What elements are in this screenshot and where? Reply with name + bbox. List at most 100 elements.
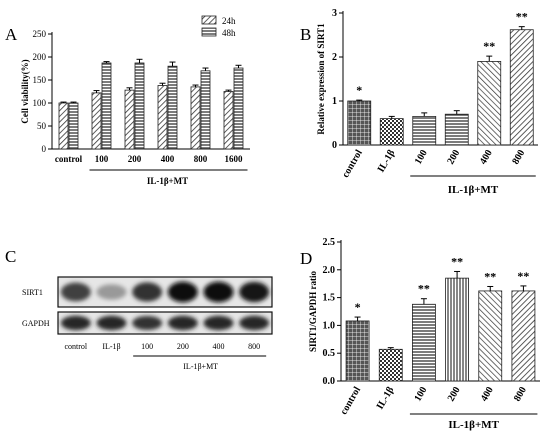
x-tick-label: IL-1β — [375, 385, 397, 411]
bar-100 — [412, 116, 437, 146]
significance-mark: ** — [483, 39, 495, 53]
blot-band-SIRT1 — [96, 284, 127, 300]
bar-24h-800 — [190, 86, 201, 150]
y-tick-label: 0.5 — [323, 348, 336, 359]
y-tick-label: 0.0 — [323, 376, 336, 387]
bar-48h-100 — [101, 62, 112, 150]
bar-200 — [445, 277, 469, 382]
bar-24h-control — [58, 102, 69, 150]
y-tick-label: 2.0 — [323, 265, 336, 276]
blot-band-SIRT1 — [203, 281, 234, 303]
x-tick-label: 100 — [412, 385, 429, 403]
blot-band-GAPDH — [96, 315, 127, 331]
blot-row-label: GAPDH — [22, 319, 50, 328]
bar-24h-200 — [124, 89, 135, 150]
bar-48h-1600 — [233, 67, 244, 150]
bar-800 — [511, 290, 536, 382]
panel-letter-a: A — [5, 25, 18, 44]
x-tick-label: 400 — [478, 148, 495, 166]
bar-IL-1β — [379, 118, 404, 146]
group-label: IL-1β+MT — [448, 184, 499, 196]
legend-swatch-48h — [201, 27, 217, 37]
blot-strip-SIRT1 — [57, 276, 273, 308]
blot-lane-label: 100 — [141, 342, 153, 351]
group-label: IL-1β+MT — [183, 362, 218, 371]
x-tick-label: 200 — [128, 154, 142, 164]
bar-200 — [444, 113, 469, 146]
x-tick-label: 800 — [194, 154, 208, 164]
blot-band-SIRT1 — [132, 282, 163, 302]
x-tick-label: 400 — [161, 154, 175, 164]
y-axis-label: SIRT1/GAPDH ratio — [308, 271, 318, 352]
y-tick-label: 100 — [33, 98, 47, 108]
y-tick-label: 0 — [332, 140, 337, 151]
blot-band-GAPDH — [132, 315, 163, 331]
significance-mark: ** — [451, 254, 463, 268]
significance-mark: * — [356, 83, 362, 97]
x-tick-label: 200 — [445, 148, 462, 166]
blot-lane-label: control — [64, 342, 87, 351]
bar-control — [345, 320, 370, 382]
panel-c: C SIRT1 GAPDH control IL-1β 100 200 400 800 IL-1β… — [5, 247, 273, 371]
significance-mark: ** — [484, 269, 496, 283]
bar-48h-400 — [167, 65, 178, 150]
bar-800 — [509, 29, 534, 146]
legend-label-48h: 48h — [222, 28, 236, 38]
bar-48h-800 — [200, 70, 211, 150]
x-tick-label: 400 — [479, 385, 496, 403]
y-tick-label: 50 — [37, 121, 47, 131]
bar-24h-100 — [91, 92, 102, 150]
panel-letter-c: C — [5, 247, 16, 266]
y-tick-label: 2.5 — [323, 237, 336, 248]
bar-control — [347, 100, 372, 146]
x-tick-label: 100 — [413, 148, 430, 166]
panel-letter-d: D — [300, 249, 312, 268]
significance-mark: ** — [517, 269, 529, 283]
blot-row-label: SIRT1 — [22, 288, 43, 297]
y-tick-label: 3 — [332, 8, 337, 19]
y-tick-label: 2 — [332, 52, 337, 63]
y-tick-label: 250 — [33, 29, 47, 39]
blot-band-SIRT1 — [60, 282, 91, 302]
significance-mark: ** — [418, 282, 430, 296]
legend-swatch-24h — [201, 15, 217, 25]
x-tick-label: 800 — [512, 385, 529, 403]
x-tick-label: IL-1β — [376, 148, 398, 174]
y-tick-label: 0 — [42, 144, 47, 154]
x-tick-label: control — [340, 148, 365, 180]
significance-mark: * — [355, 300, 361, 314]
blot-band-SIRT1 — [239, 281, 270, 303]
group-label: IL-1β+MT — [448, 419, 499, 431]
bar-24h-1600 — [223, 91, 234, 150]
y-tick-label: 1 — [332, 96, 337, 107]
bar-24h-400 — [157, 85, 168, 150]
y-axis-label: Relative expression of SIRT1 — [316, 23, 326, 135]
blot-band-GAPDH — [239, 315, 270, 331]
panel-letter-b: B — [300, 25, 311, 44]
y-tick-label: 1.0 — [323, 320, 336, 331]
x-tick-label: 800 — [510, 148, 527, 166]
bar-48h-200 — [134, 62, 145, 150]
significance-mark: ** — [516, 10, 528, 24]
blot-lane-label: 800 — [248, 342, 260, 351]
y-tick-label: 150 — [33, 75, 47, 85]
bar-400 — [478, 290, 503, 382]
blot-band-GAPDH — [203, 315, 234, 331]
bar-400 — [477, 61, 502, 146]
y-axis-label: Cell viability(%) — [20, 59, 30, 123]
group-label: IL-1β+MT — [147, 176, 188, 186]
x-tick-label: 1600 — [225, 154, 244, 164]
x-tick-label: control — [55, 154, 83, 164]
panel-a: A 0 50 100 150 200 250 Cell viability(%) control… — [5, 15, 250, 186]
legend-label-24h: 24h — [222, 16, 236, 26]
blot-band-GAPDH — [60, 315, 91, 331]
bar-100 — [412, 303, 436, 382]
blot-lane-label: 200 — [177, 342, 189, 351]
blot-lane-label: IL-1β — [102, 342, 120, 351]
blot-band-SIRT1 — [167, 281, 198, 303]
bar-48h-control — [68, 102, 79, 150]
blot-lane-label: 400 — [213, 342, 225, 351]
